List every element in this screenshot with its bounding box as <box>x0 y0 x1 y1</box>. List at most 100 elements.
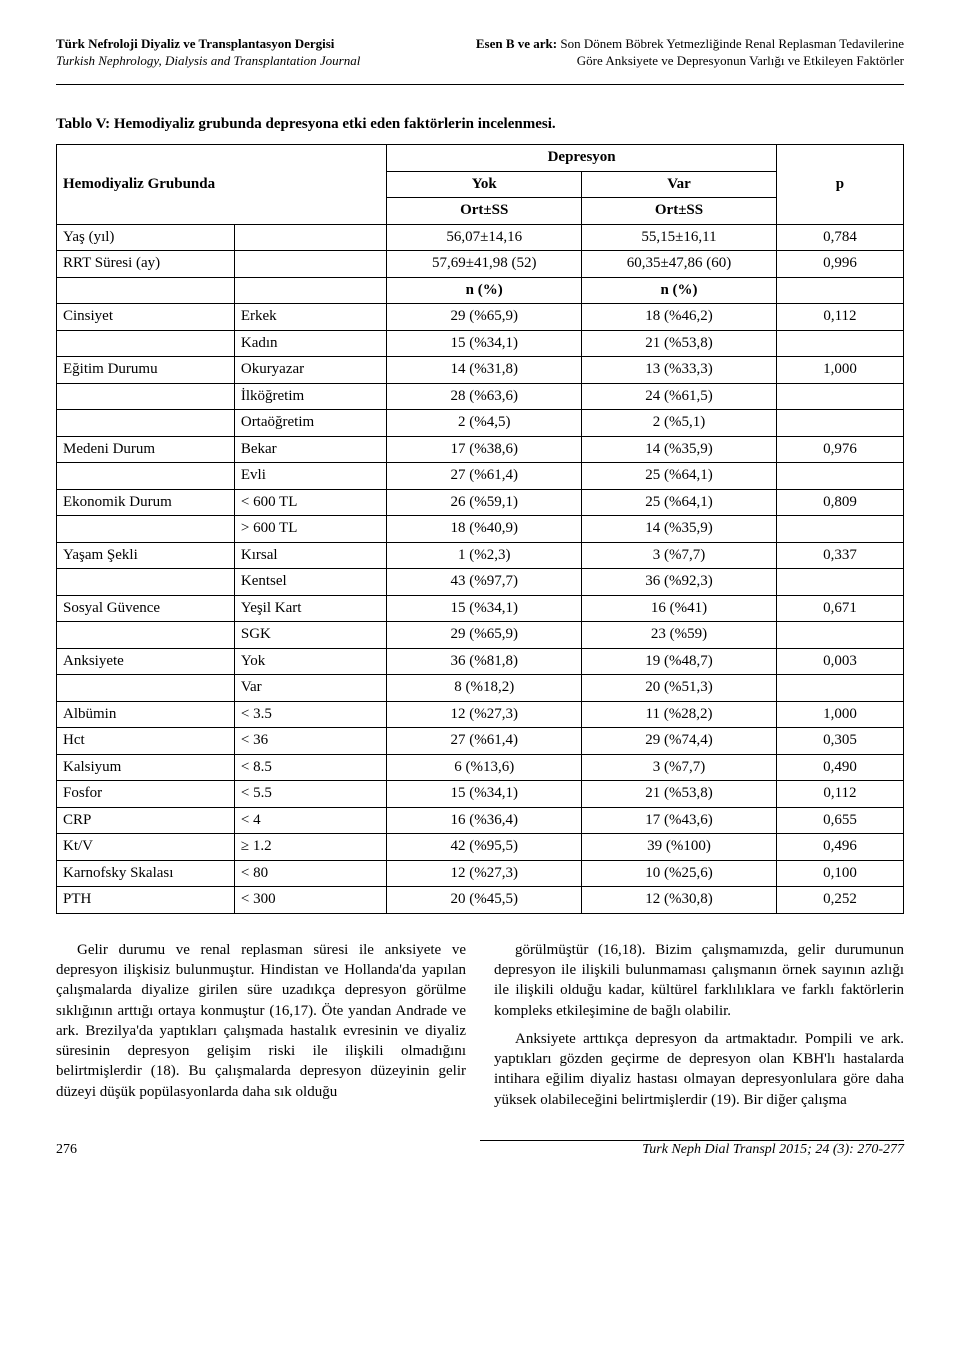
table-row: Yaş (yıl)56,07±14,1655,15±16,110,784 <box>57 224 904 251</box>
row-variable: Sosyal Güvence <box>57 595 235 622</box>
row-category: < 8.5 <box>234 754 386 781</box>
row-category: Var <box>234 675 386 702</box>
data-table: Hemodiyaliz Grubunda Depresyon p Yok Var… <box>56 144 904 914</box>
table-row: CRP< 416 (%36,4)17 (%43,6)0,655 <box>57 807 904 834</box>
row-yok-value: 20 (%45,5) <box>387 887 582 914</box>
row-p-value: 0,976 <box>776 436 903 463</box>
row-yok-value: 29 (%65,9) <box>387 304 582 331</box>
row-var-value: 14 (%35,9) <box>582 516 777 543</box>
page-header: Türk Nefroloji Diyaliz ve Transplantasyo… <box>56 36 904 70</box>
article-title-line1: Esen B ve ark: Son Dönem Böbrek Yetmezli… <box>476 36 904 53</box>
body-col-right: görülmüştür (16,18). Bizim çalışmamızda,… <box>494 940 904 1110</box>
body-col-left: Gelir durumu ve renal replasman süresi i… <box>56 940 466 1110</box>
p-header: p <box>776 145 903 225</box>
row-yok-value: 43 (%97,7) <box>387 569 582 596</box>
row-category: > 600 TL <box>234 516 386 543</box>
row-category: Kırsal <box>234 542 386 569</box>
row-var-value: 3 (%7,7) <box>582 754 777 781</box>
footer-journal-wrap: Turk Neph Dial Transpl 2015; 24 (3): 270… <box>480 1140 904 1159</box>
table-row: SGK29 (%65,9)23 (%59) <box>57 622 904 649</box>
row-p-value <box>776 675 903 702</box>
row-yok-value: 36 (%81,8) <box>387 648 582 675</box>
row-category: Okuryazar <box>234 357 386 384</box>
table-row: RRT Süresi (ay) 57,69±41,98 (52)60,35±47,… <box>57 251 904 278</box>
table-row: Yaşam ŞekliKırsal1 (%2,3)3 (%7,7)0,337 <box>57 542 904 569</box>
row-var-value: 10 (%25,6) <box>582 860 777 887</box>
row-var-value: 39 (%100) <box>582 834 777 861</box>
table-row: Karnofsky Skalası< 8012 (%27,3)10 (%25,6… <box>57 860 904 887</box>
row-p-value: 1,000 <box>776 701 903 728</box>
table-row: Albümin< 3.512 (%27,3)11 (%28,2)1,000 <box>57 701 904 728</box>
row-p-value: 0,003 <box>776 648 903 675</box>
row-p-value <box>776 622 903 649</box>
n-pct-header: n (%) <box>582 277 777 304</box>
row-yok-value: 1 (%2,3) <box>387 542 582 569</box>
row-category: < 3.5 <box>234 701 386 728</box>
row-yok-value: 12 (%27,3) <box>387 701 582 728</box>
table-row: Sosyal GüvenceYeşil Kart15 (%34,1)16 (%4… <box>57 595 904 622</box>
row-variable: CRP <box>57 807 235 834</box>
row-category: < 5.5 <box>234 781 386 808</box>
row-yok-value: 28 (%63,6) <box>387 383 582 410</box>
row-var-value: 60,35±47,86 (60) <box>582 251 777 278</box>
yok-header: Yok <box>387 171 582 198</box>
table-row: Ortaöğretim2 (%4,5)2 (%5,1) <box>57 410 904 437</box>
row-variable: Hct <box>57 728 235 755</box>
row-variable: Eğitim Durumu <box>57 357 235 384</box>
footer-journal: Turk Neph Dial Transpl 2015; 24 (3): 270… <box>642 1142 904 1157</box>
row-var-value: 20 (%51,3) <box>582 675 777 702</box>
header-divider <box>56 84 904 85</box>
row-p-value <box>776 569 903 596</box>
row-category: Yok <box>234 648 386 675</box>
row-variable <box>57 516 235 543</box>
row-p-value <box>776 463 903 490</box>
row-category: Erkek <box>234 304 386 331</box>
row-variable <box>57 622 235 649</box>
row-category: < 600 TL <box>234 489 386 516</box>
row-variable: Medeni Durum <box>57 436 235 463</box>
row-variable <box>57 569 235 596</box>
row-p-value: 0,112 <box>776 304 903 331</box>
row-p-value: 0,100 <box>776 860 903 887</box>
row-yok-value: 27 (%61,4) <box>387 463 582 490</box>
row-yok-value: 26 (%59,1) <box>387 489 582 516</box>
article-title-part1: Son Dönem Böbrek Yetmezliğinde Renal Rep… <box>557 36 904 51</box>
row-category: Kentsel <box>234 569 386 596</box>
row-variable: PTH <box>57 887 235 914</box>
row-p-value: 0,305 <box>776 728 903 755</box>
row-var-value: 13 (%33,3) <box>582 357 777 384</box>
row-category <box>234 251 386 278</box>
row-var-value: 12 (%30,8) <box>582 887 777 914</box>
row-category: Bekar <box>234 436 386 463</box>
article-authors: Esen B ve ark: <box>476 36 557 51</box>
var-header: Var <box>582 171 777 198</box>
row-p-value: 0,784 <box>776 224 903 251</box>
row-variable: Cinsiyet <box>57 304 235 331</box>
row-category: < 300 <box>234 887 386 914</box>
row-yok-value: 18 (%40,9) <box>387 516 582 543</box>
row-yok-value: 14 (%31,8) <box>387 357 582 384</box>
ortss-var-header: Ort±SS <box>582 198 777 225</box>
body-paragraph: Gelir durumu ve renal replasman süresi i… <box>56 940 466 1102</box>
row-var-value: 25 (%64,1) <box>582 463 777 490</box>
row-yok-value: 15 (%34,1) <box>387 595 582 622</box>
table-row: İlköğretim28 (%63,6)24 (%61,5) <box>57 383 904 410</box>
row-yok-value: 2 (%4,5) <box>387 410 582 437</box>
row-variable: Fosfor <box>57 781 235 808</box>
row-var-value: 36 (%92,3) <box>582 569 777 596</box>
page-footer: 276 Turk Neph Dial Transpl 2015; 24 (3):… <box>56 1140 904 1159</box>
ortss-yok-header: Ort±SS <box>387 198 582 225</box>
table-row: Medeni DurumBekar17 (%38,6)14 (%35,9)0,9… <box>57 436 904 463</box>
row-variable: RRT Süresi (ay) <box>57 251 235 278</box>
empty-cell <box>57 277 235 304</box>
row-p-value: 0,112 <box>776 781 903 808</box>
row-p-value <box>776 383 903 410</box>
row-yok-value: 15 (%34,1) <box>387 330 582 357</box>
journal-title-tr: Türk Nefroloji Diyaliz ve Transplantasyo… <box>56 36 360 53</box>
row-yok-value: 57,69±41,98 (52) <box>387 251 582 278</box>
article-title-line2: Göre Anksiyete ve Depresyonun Varlığı ve… <box>476 53 904 70</box>
row-var-value: 17 (%43,6) <box>582 807 777 834</box>
row-category: Evli <box>234 463 386 490</box>
row-category: < 36 <box>234 728 386 755</box>
row-p-value: 0,490 <box>776 754 903 781</box>
